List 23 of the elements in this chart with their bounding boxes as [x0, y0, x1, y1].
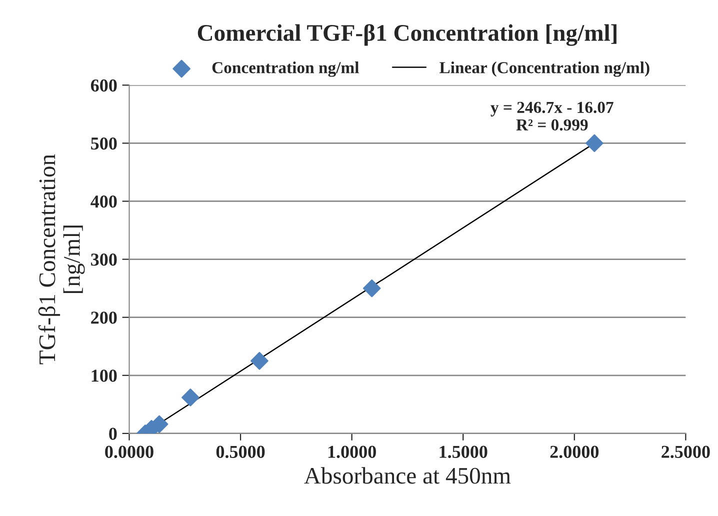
x-tick-label: 2.0000 — [550, 446, 599, 458]
point — [586, 134, 604, 152]
y-tick-label: 0 — [109, 428, 117, 440]
y-tick-label: 400 — [90, 195, 117, 208]
y-tick-label: 500 — [91, 137, 117, 150]
y-tick-label: 300 — [91, 254, 117, 266]
x-axis-title: Absorbance at 450nm — [304, 467, 511, 484]
x-tick-label: 2.5000 — [662, 446, 710, 458]
x-tick-label: 0.0000 — [105, 446, 154, 458]
annotation: y = 246.7x - 16.07 R² = 0.999 — [490, 102, 614, 131]
legend-label: Linear (Concentration ng/ml) — [440, 62, 650, 77]
point — [362, 279, 381, 298]
point — [250, 352, 268, 370]
chart-title: Comercial TGF-β1 Concentration [ng/ml] — [198, 24, 616, 46]
x-tick-label: 1.0000 — [328, 446, 376, 458]
y-tick-label: 200 — [91, 312, 117, 324]
legend-label: Concentration ng/ml — [212, 62, 359, 77]
point — [182, 388, 200, 406]
x-tick-label: 1.5000 — [440, 446, 488, 458]
y-tick-label: 100 — [92, 370, 117, 382]
y-axis-title: TGf-β1 Concentration [ng/ml] — [38, 154, 85, 364]
y-tick-label: 600 — [90, 79, 117, 92]
x-tick-label: 0.5000 — [216, 446, 265, 458]
